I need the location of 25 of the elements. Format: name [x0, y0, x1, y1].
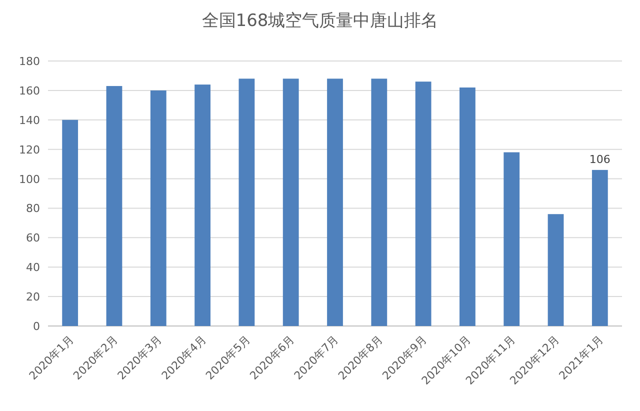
data-label: 106	[589, 152, 610, 166]
bar	[504, 152, 520, 326]
bar	[238, 78, 255, 326]
bar	[460, 88, 476, 326]
y-tick-label: 100	[19, 172, 40, 186]
bar	[150, 90, 166, 326]
bar	[371, 78, 388, 326]
bar	[194, 84, 210, 326]
bar	[62, 120, 78, 326]
y-tick-label: 0	[33, 320, 40, 333]
bar	[415, 82, 432, 326]
y-tick-label: 80	[26, 202, 40, 216]
y-tick-label: 160	[19, 84, 40, 98]
chart-title: 全国168城空气质量中唐山排名	[202, 11, 438, 31]
y-tick-label: 60	[26, 232, 40, 245]
y-tick-label: 120	[19, 143, 40, 156]
y-tick-label: 180	[19, 55, 40, 68]
y-tick-label: 140	[19, 114, 40, 127]
bar	[282, 78, 299, 326]
bar	[106, 86, 122, 326]
y-tick-label: 40	[26, 261, 40, 274]
bar	[548, 214, 564, 326]
bar	[592, 170, 608, 326]
bar	[327, 78, 343, 326]
y-tick-label: 20	[26, 290, 40, 304]
